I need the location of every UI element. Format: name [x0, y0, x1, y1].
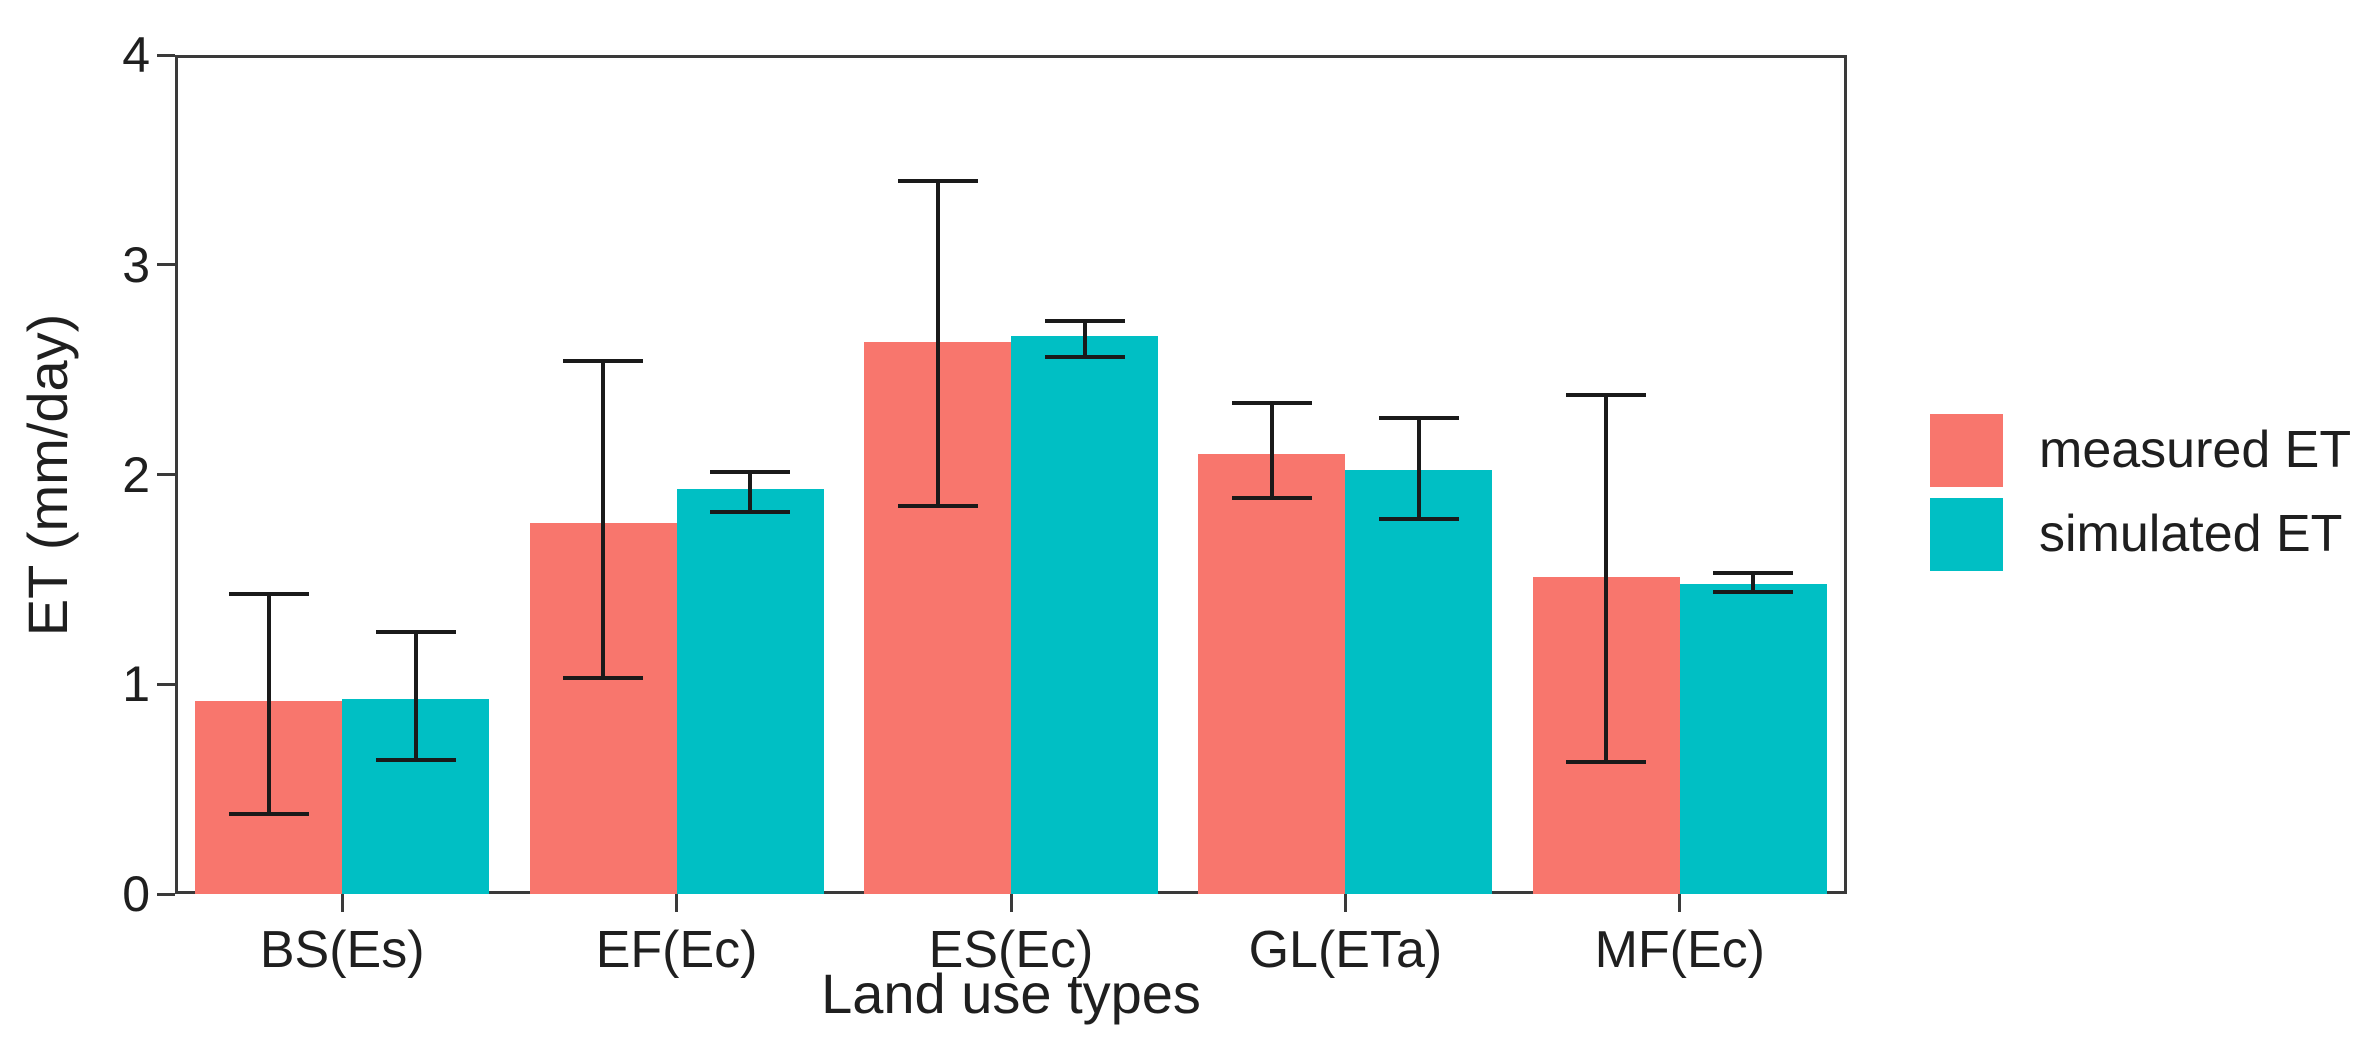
- legend-swatch-measured: [1930, 414, 2003, 487]
- y-axis-tick: [157, 53, 175, 57]
- error-bar-cap: [710, 510, 791, 515]
- error-bar-cap: [1378, 415, 1459, 420]
- x-axis-tick-label: MF(Ec): [1594, 921, 1765, 979]
- error-bar-line: [1416, 417, 1421, 519]
- error-bar-line: [748, 472, 753, 513]
- x-axis-tick: [1678, 894, 1682, 912]
- error-bar-cap: [1566, 759, 1647, 764]
- y-axis-tick-label: 2: [122, 446, 150, 503]
- legend: measured ET simulated ET: [1930, 414, 2351, 571]
- error-bar-cap: [563, 359, 644, 364]
- error-bar-cap: [375, 629, 456, 634]
- legend-item-measured: measured ET: [1930, 414, 2351, 487]
- bar-simulated-MF(Ec): [1679, 583, 1827, 894]
- error-bar-line: [413, 631, 418, 760]
- error-bar-cap: [563, 675, 644, 680]
- y-axis-tick: [157, 263, 175, 267]
- error-bar-cap: [228, 812, 309, 817]
- error-bar-cap: [897, 503, 978, 508]
- y-axis-tick-label: 3: [122, 236, 150, 293]
- x-axis-tick: [1009, 894, 1013, 912]
- error-bar-cap: [1231, 401, 1312, 406]
- y-axis-tick-label: 4: [122, 27, 150, 83]
- y-axis-tick: [157, 682, 175, 686]
- error-bar-cap: [375, 757, 456, 762]
- error-bar-line: [1082, 321, 1087, 358]
- error-bar-cap: [1713, 589, 1794, 594]
- bar-simulated-ES(Ec): [1011, 336, 1158, 894]
- legend-item-simulated: simulated ET: [1930, 498, 2351, 571]
- error-bar-line: [935, 180, 940, 506]
- error-bar-cap: [1231, 495, 1312, 500]
- legend-label: simulated ET: [2039, 505, 2343, 563]
- x-axis-tick: [1343, 894, 1347, 912]
- legend-swatch-simulated: [1930, 498, 2003, 571]
- error-bar-line: [601, 361, 606, 678]
- bar-simulated-GL(ETa): [1345, 470, 1493, 894]
- y-axis-title: ET (mm/day): [16, 313, 79, 637]
- error-bar-line: [1269, 403, 1274, 498]
- x-axis-tick-label: GL(ETa): [1248, 921, 1443, 979]
- error-bar-cap: [897, 178, 978, 183]
- x-axis-tick: [675, 894, 679, 912]
- y-axis-tick: [157, 892, 175, 896]
- y-axis-tick-label: 0: [122, 866, 150, 922]
- error-bar-cap: [1044, 355, 1125, 360]
- error-bar-cap: [1378, 516, 1459, 521]
- x-axis-tick-label: ES(Ec): [928, 921, 1094, 979]
- y-axis-tick-label: 1: [122, 656, 150, 713]
- error-bar-line: [266, 594, 271, 815]
- x-axis-tick-label: EF(Ec): [595, 921, 758, 979]
- bar-simulated-EF(Ec): [676, 489, 824, 894]
- x-axis-title: Land use types: [821, 962, 1201, 1025]
- x-axis-tick: [340, 894, 344, 912]
- error-bar-cap: [1713, 571, 1794, 576]
- error-bar-cap: [1566, 392, 1647, 397]
- error-bar-cap: [710, 470, 791, 475]
- error-bar-cap: [1044, 319, 1125, 324]
- error-bar-cap: [228, 592, 309, 597]
- bar-measured-GL(ETa): [1198, 453, 1346, 894]
- y-axis-tick: [157, 473, 175, 476]
- error-bar-line: [1751, 573, 1756, 592]
- x-axis-tick-label: BS(Es): [259, 921, 425, 979]
- legend-label: measured ET: [2039, 421, 2352, 479]
- error-bar-line: [1604, 394, 1609, 762]
